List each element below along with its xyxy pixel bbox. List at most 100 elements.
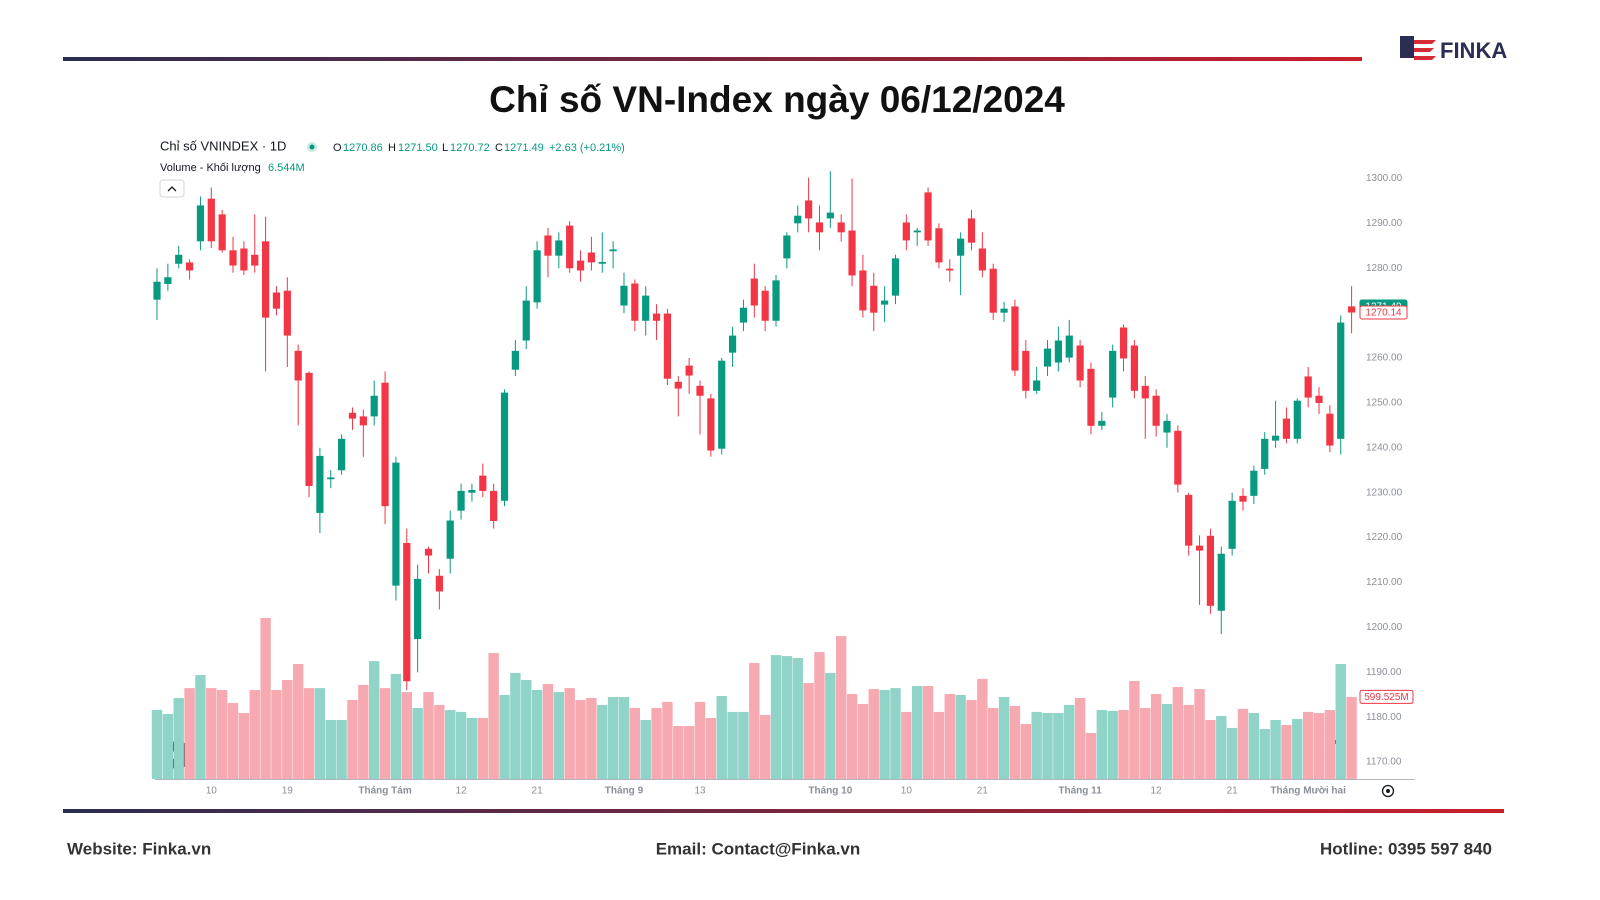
candle-body xyxy=(1163,420,1171,433)
candle-body xyxy=(1109,350,1117,398)
volume-bar xyxy=(1172,687,1184,779)
x-tick-label: 21 xyxy=(532,786,544,797)
y-tick-label: 1180.00 xyxy=(1366,712,1402,723)
candle-body xyxy=(609,249,617,252)
volume-bar xyxy=(542,683,554,779)
volume-bar xyxy=(1248,713,1260,779)
x-tick-label: Tháng Mười hai xyxy=(1270,786,1346,797)
volume-bar xyxy=(1074,697,1086,779)
volume-bar xyxy=(901,711,912,779)
candle-body xyxy=(1326,413,1334,446)
volume-bar xyxy=(640,719,651,779)
candle-body xyxy=(555,240,563,256)
candle-body xyxy=(240,248,248,271)
candle-body xyxy=(902,222,910,241)
volume-bar xyxy=(1085,733,1097,779)
y-tick-label: 1280.00 xyxy=(1366,263,1403,274)
candle-body xyxy=(1141,385,1149,399)
candle-body xyxy=(728,335,737,353)
candle-body xyxy=(794,215,802,224)
candle-body xyxy=(1011,306,1019,371)
volume-bar xyxy=(564,688,575,779)
volume-bar xyxy=(1194,689,1205,779)
x-tick-label: 21 xyxy=(977,786,989,797)
candle-body xyxy=(403,542,411,682)
volume-bar xyxy=(260,618,271,779)
candle-body xyxy=(837,222,845,233)
volume-bar xyxy=(282,680,293,779)
candle-body xyxy=(848,230,856,276)
candle-body xyxy=(490,490,498,521)
volume-bar xyxy=(227,703,239,779)
volume-bar xyxy=(412,707,423,779)
settings-button[interactable] xyxy=(1381,784,1395,798)
volume-bar xyxy=(1053,713,1064,779)
candle-body xyxy=(1337,322,1345,439)
y-tick-label: 1230.00 xyxy=(1366,487,1403,498)
volume-bar xyxy=(173,698,184,779)
x-tick-label: 19 xyxy=(282,786,294,797)
y-tick-label: 1250.00 xyxy=(1366,398,1403,409)
volume-bar xyxy=(1096,710,1108,779)
logo-text: FINKA xyxy=(1440,38,1507,63)
volume-bar xyxy=(184,688,195,779)
volume-bar xyxy=(1009,705,1021,779)
candle-body xyxy=(1065,335,1073,358)
candle-body xyxy=(1054,340,1062,363)
volume-bar xyxy=(575,700,586,779)
volume-bar xyxy=(369,661,380,779)
volume-bar xyxy=(629,707,641,779)
volume-bar xyxy=(206,688,217,779)
volume-bar xyxy=(955,694,966,779)
candle-body xyxy=(164,277,172,284)
volume-bar xyxy=(466,717,478,779)
x-tick-label: Tháng 9 xyxy=(605,786,644,797)
price-tag-label: 1270.14 xyxy=(1365,308,1402,319)
candle-body xyxy=(696,385,704,396)
volume-bar xyxy=(314,688,326,779)
volume-bar xyxy=(477,717,488,779)
candle-body xyxy=(739,307,748,323)
x-tick-label: 10 xyxy=(901,786,913,797)
volume-bar xyxy=(271,690,282,779)
volume-tag-label: 599.525M xyxy=(1364,692,1408,703)
volume-bar xyxy=(749,663,760,779)
collapse-button[interactable] xyxy=(159,179,185,198)
volume-bar xyxy=(249,690,260,779)
status-dot-core xyxy=(309,144,315,150)
y-tick-label: 1170.00 xyxy=(1366,757,1402,768)
volume-bar xyxy=(455,711,467,779)
volume-bar xyxy=(792,657,803,779)
y-tick-label: 1240.00 xyxy=(1366,442,1403,453)
x-tick-label: Tháng 10 xyxy=(808,786,852,797)
ohlc-key: C xyxy=(495,142,503,154)
candle-body xyxy=(348,412,357,419)
candle-body xyxy=(1076,345,1084,381)
volume-bar xyxy=(835,636,847,779)
volume-bar xyxy=(303,688,315,779)
volume-tag xyxy=(1359,689,1414,704)
footer-email: Email: Contact@Finka.vn xyxy=(656,839,861,858)
volume-bar xyxy=(1270,719,1281,779)
volume-bar xyxy=(1031,711,1042,779)
volume-bar xyxy=(705,717,717,779)
volume-bar xyxy=(868,689,879,779)
volume-bar xyxy=(325,719,336,779)
x-tick-label: Tháng 11 xyxy=(1058,786,1102,797)
volume-bar xyxy=(846,693,858,779)
candle-body xyxy=(1119,327,1128,359)
candle-body xyxy=(316,455,324,513)
candle-body xyxy=(967,218,976,243)
candle-body xyxy=(153,281,161,300)
ohlc-value: 1271.50 xyxy=(398,142,438,154)
bottom-rule xyxy=(63,809,1504,813)
volume-bar xyxy=(521,680,532,779)
candle-body xyxy=(631,283,639,321)
volume-bar xyxy=(716,696,727,779)
volume-bar xyxy=(933,711,945,779)
candle-body xyxy=(511,350,519,370)
candle-body xyxy=(196,205,205,242)
candle-body xyxy=(294,350,302,381)
volume-bar xyxy=(336,719,347,779)
